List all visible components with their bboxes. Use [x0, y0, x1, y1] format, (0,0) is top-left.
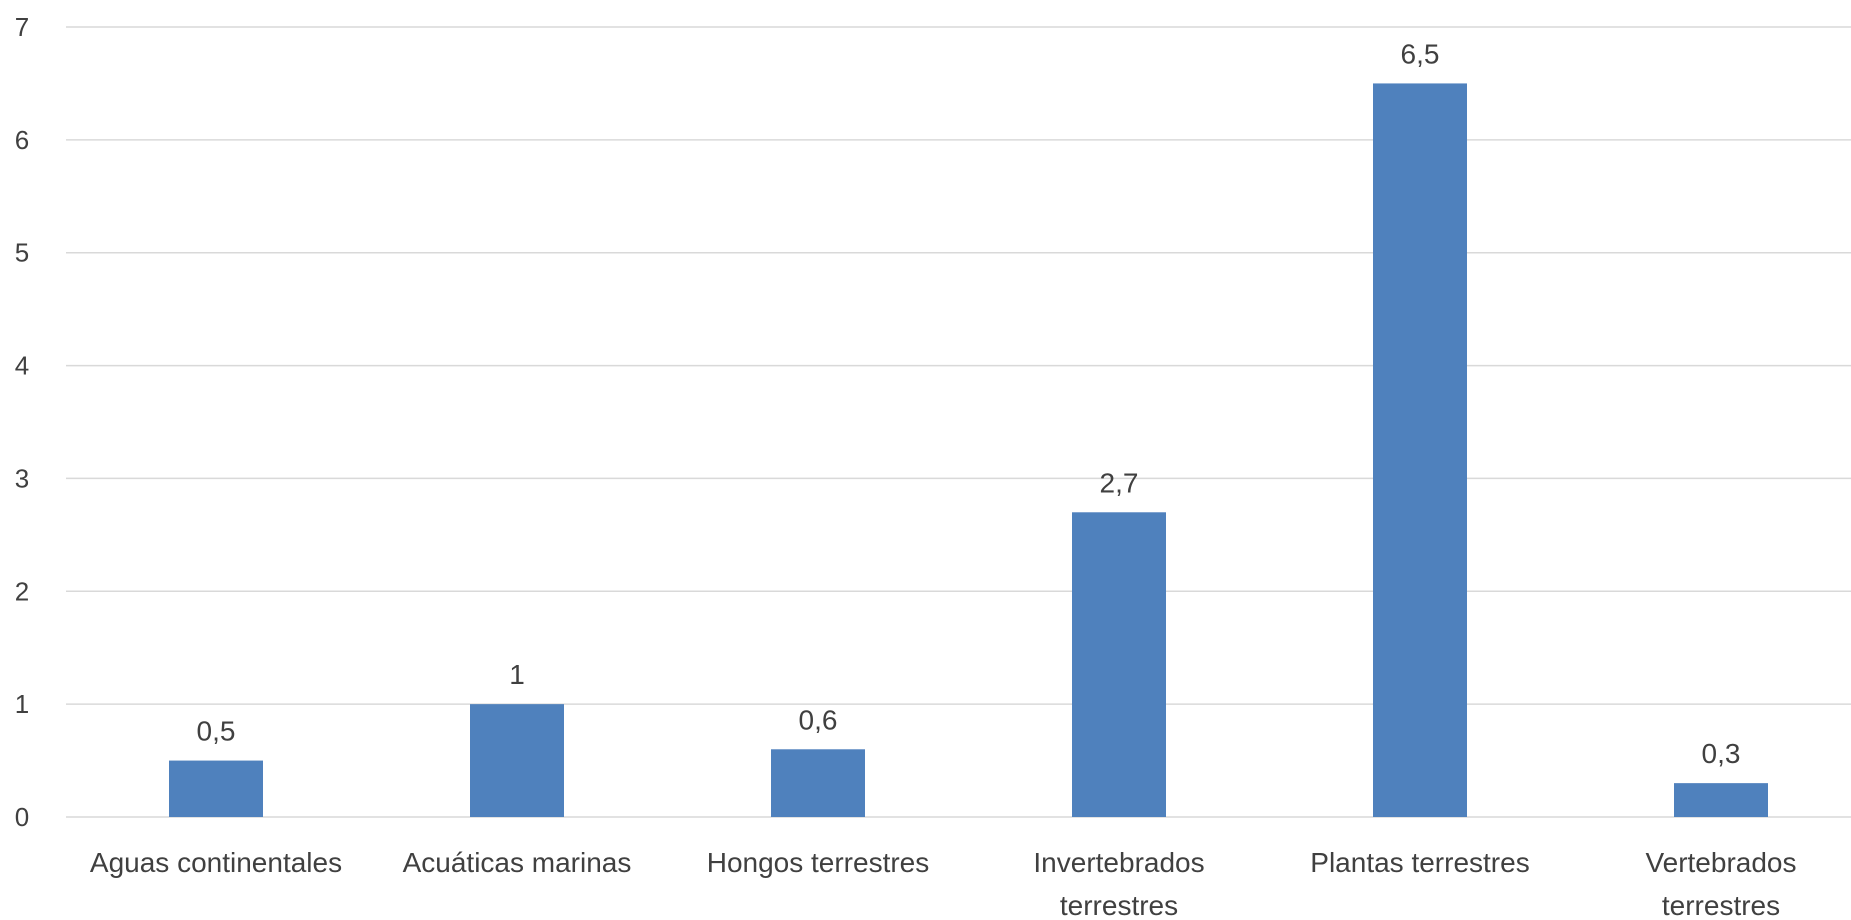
data-labels: 0,5 1 0,6 2,7 6,5 0,3 — [197, 38, 1741, 769]
y-tick-label: 1 — [15, 689, 29, 719]
bar — [470, 704, 564, 817]
data-label: 2,7 — [1100, 467, 1139, 498]
y-tick-label: 5 — [15, 238, 29, 268]
bar — [771, 749, 865, 817]
gridlines — [66, 26, 1851, 818]
x-category-label: Aguas continentales — [90, 847, 342, 878]
y-tick-label: 0 — [15, 802, 29, 832]
y-tick-label: 3 — [15, 463, 29, 493]
y-tick-label: 7 — [15, 12, 29, 42]
bar — [1373, 83, 1467, 817]
x-category-label: Acuáticas marinas — [403, 847, 632, 878]
data-label: 6,5 — [1401, 38, 1440, 69]
x-category-label: Vertebrados — [1646, 847, 1797, 878]
x-category-label: Invertebrados — [1033, 847, 1204, 878]
bar — [169, 760, 263, 817]
x-axis-category-labels: Aguas continentales Acuáticas marinas Hong… — [90, 847, 1797, 920]
y-axis-tick-labels: 0 1 2 3 4 5 6 7 — [15, 12, 29, 832]
x-category-label: terrestres — [1060, 890, 1178, 920]
bar — [1674, 783, 1768, 817]
data-label: 0,5 — [197, 716, 236, 747]
y-tick-label: 4 — [15, 351, 29, 381]
y-tick-label: 2 — [15, 576, 29, 606]
bar — [1072, 512, 1166, 817]
data-label: 0,3 — [1702, 738, 1741, 769]
bars — [169, 83, 1768, 817]
x-category-label: terrestres — [1662, 890, 1780, 920]
data-label: 1 — [509, 659, 525, 690]
data-label: 0,6 — [799, 704, 838, 735]
y-tick-label: 6 — [15, 125, 29, 155]
x-category-label: Plantas terrestres — [1310, 847, 1529, 878]
x-category-label: Hongos terrestres — [707, 847, 930, 878]
